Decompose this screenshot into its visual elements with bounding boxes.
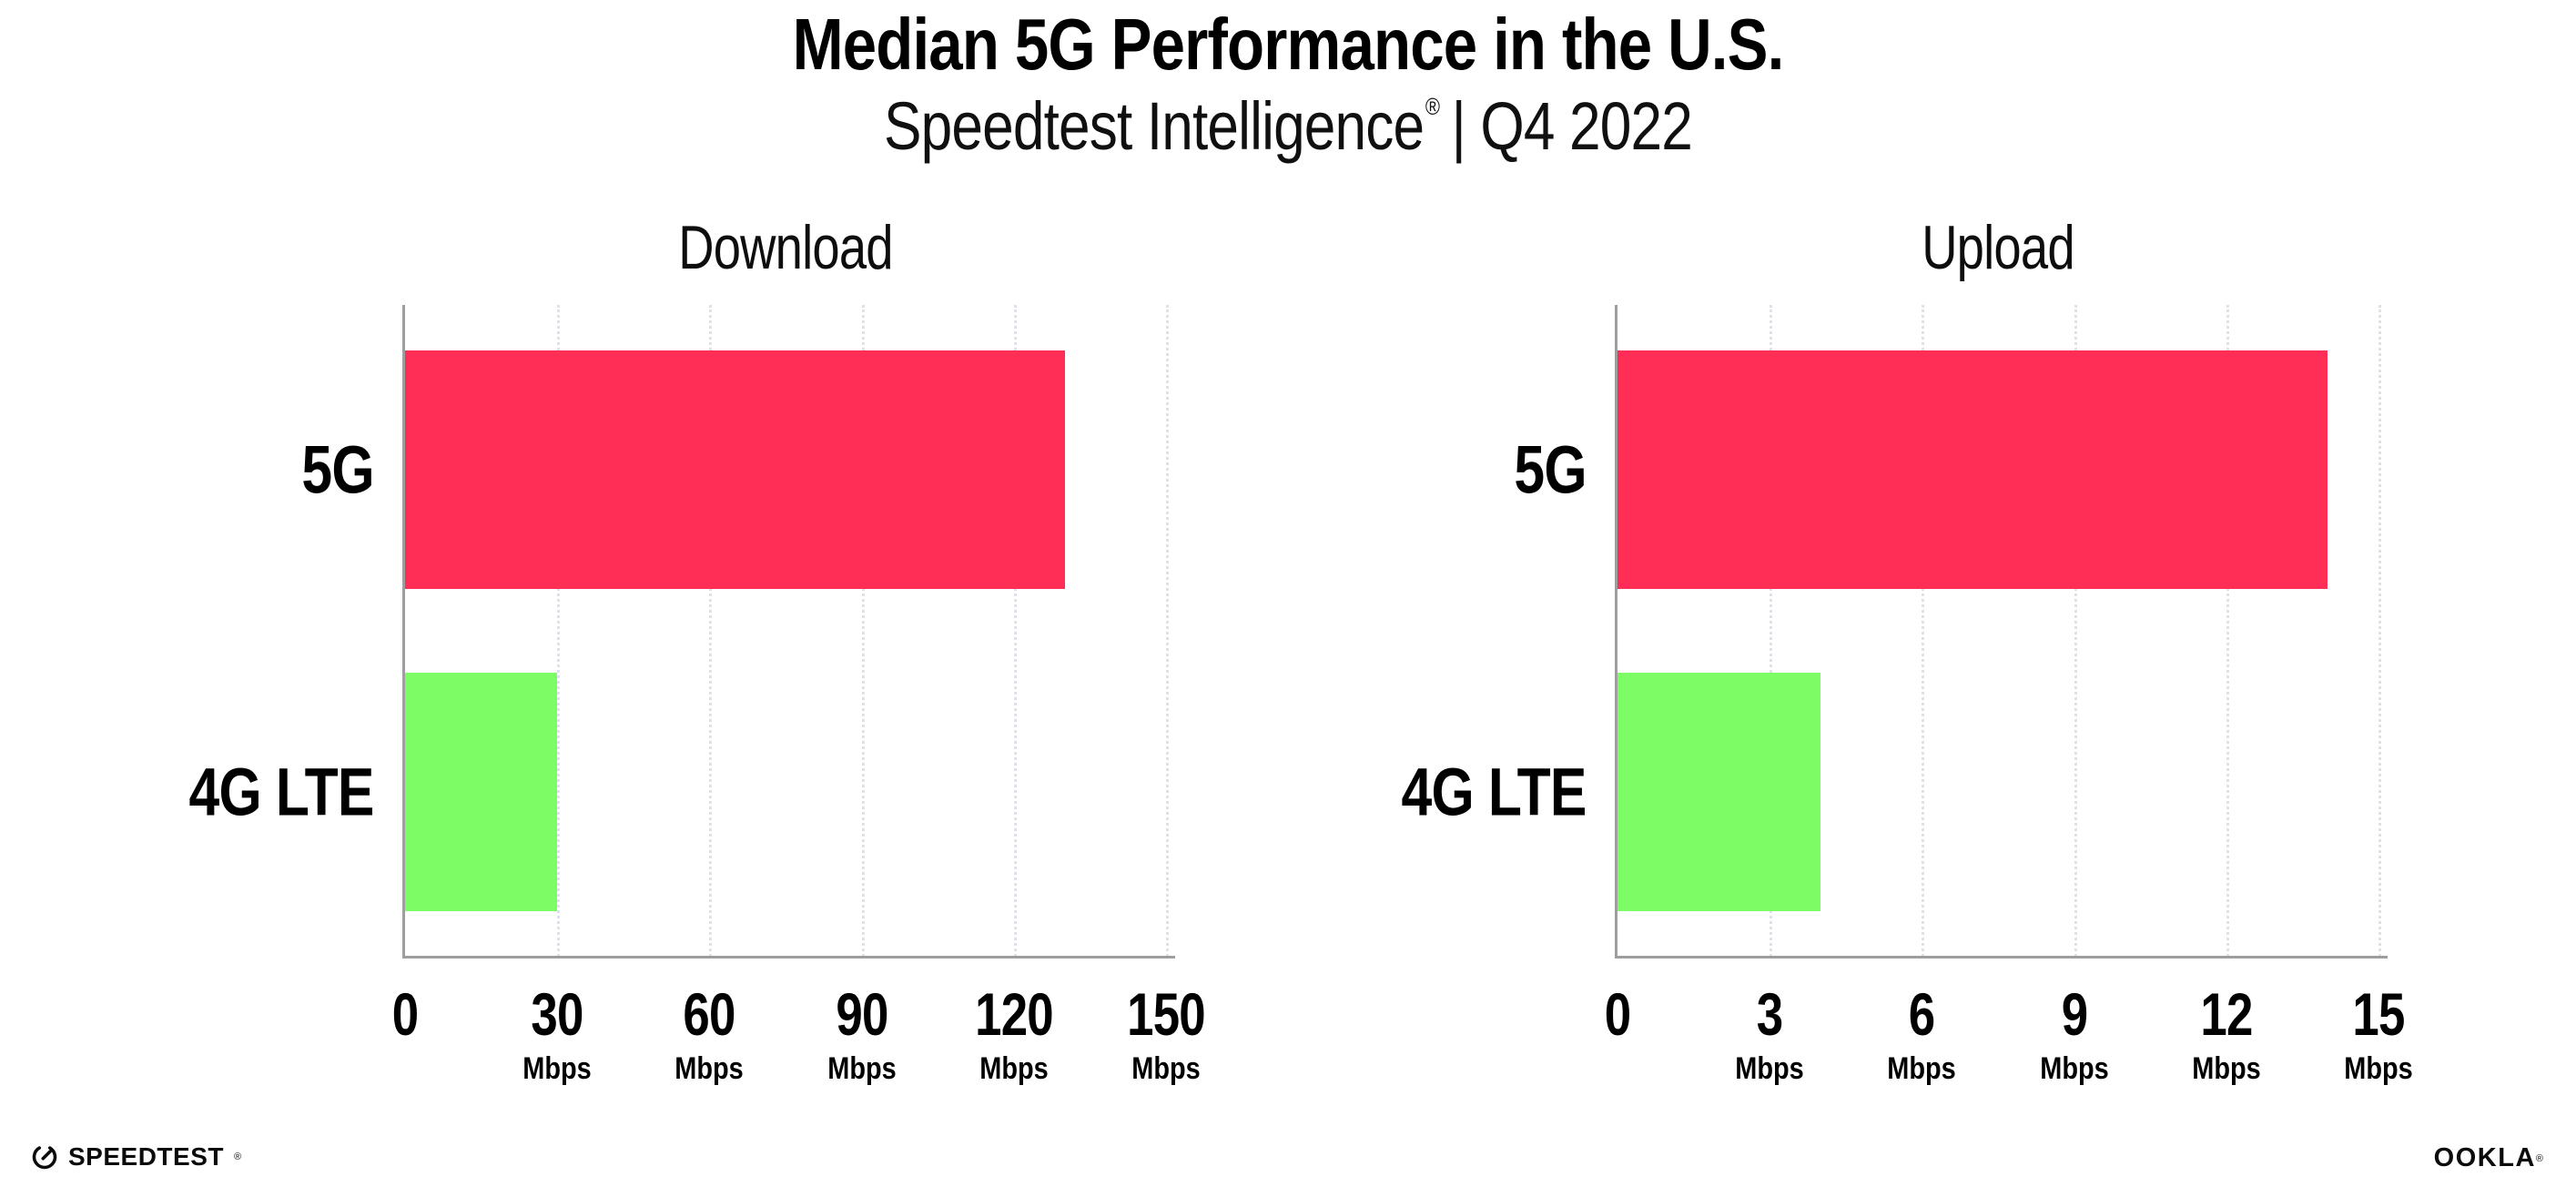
page-subtitle: Speedtest Intelligence® | Q4 2022: [206, 89, 2369, 163]
registered-trademark-icon: ®: [233, 1151, 242, 1162]
x-tick-label: 12 Mbps: [2192, 980, 2261, 1086]
header: Median 5G Performance in the U.S. Speedt…: [0, 5, 2576, 164]
x-axis-line: [1615, 956, 2388, 959]
page-title: Median 5G Performance in the U.S.: [792, 4, 1785, 85]
gridline: [557, 305, 561, 957]
x-tick-label: 6 Mbps: [1887, 980, 1957, 1086]
gridline: [1013, 305, 1017, 957]
category-label-4g-lte: 4G LTE: [1402, 754, 1587, 830]
x-tick-label: 9 Mbps: [2039, 980, 2109, 1086]
subtitle-period: | Q4 2022: [1451, 88, 1693, 165]
gridline: [2226, 305, 2229, 957]
ookla-wordmark: OOKLA: [2433, 1143, 2536, 1172]
download-chart-title: Download: [678, 213, 893, 282]
gridline: [2378, 305, 2381, 957]
bar-5g-upload: [1618, 350, 2328, 590]
x-tick-label: 15 Mbps: [2344, 980, 2413, 1086]
bar-4g-lte-download: [405, 672, 558, 911]
bar-4g-lte-upload: [1618, 672, 1820, 911]
gridline: [1770, 305, 1773, 957]
gridline: [861, 305, 865, 957]
speedometer-gauge-icon: [32, 1146, 57, 1170]
gridline: [2074, 305, 2077, 957]
gridline: [709, 305, 713, 957]
registered-trademark-icon: ®: [2535, 1152, 2543, 1164]
x-axis-line: [402, 956, 1175, 959]
subtitle-brand: Speedtest Intelligence: [884, 88, 1425, 165]
gridline: [1922, 305, 1925, 957]
registered-trademark-icon: ®: [1425, 93, 1440, 121]
gridline: [1166, 305, 1169, 957]
category-label-5g: 5G: [301, 431, 375, 508]
category-label-4g-lte: 4G LTE: [189, 754, 375, 830]
speedtest-wordmark: SPEEDTEST: [68, 1142, 224, 1171]
upload-chart-title: Upload: [1922, 213, 2074, 282]
x-tick-label: 30 Mbps: [522, 980, 592, 1086]
x-tick-label: 60 Mbps: [674, 980, 745, 1086]
speedtest-logo: SPEEDTEST ®: [31, 1143, 241, 1171]
ookla-logo: OOKLA ®: [2434, 1145, 2543, 1172]
x-tick-label: 90 Mbps: [827, 980, 897, 1086]
bar-5g-download: [405, 350, 1065, 590]
x-tick-label: 120 Mbps: [974, 980, 1053, 1086]
x-tick-label: 150 Mbps: [1127, 980, 1205, 1086]
category-label-5g: 5G: [1514, 431, 1587, 508]
x-tick-label: 3 Mbps: [1735, 980, 1804, 1086]
